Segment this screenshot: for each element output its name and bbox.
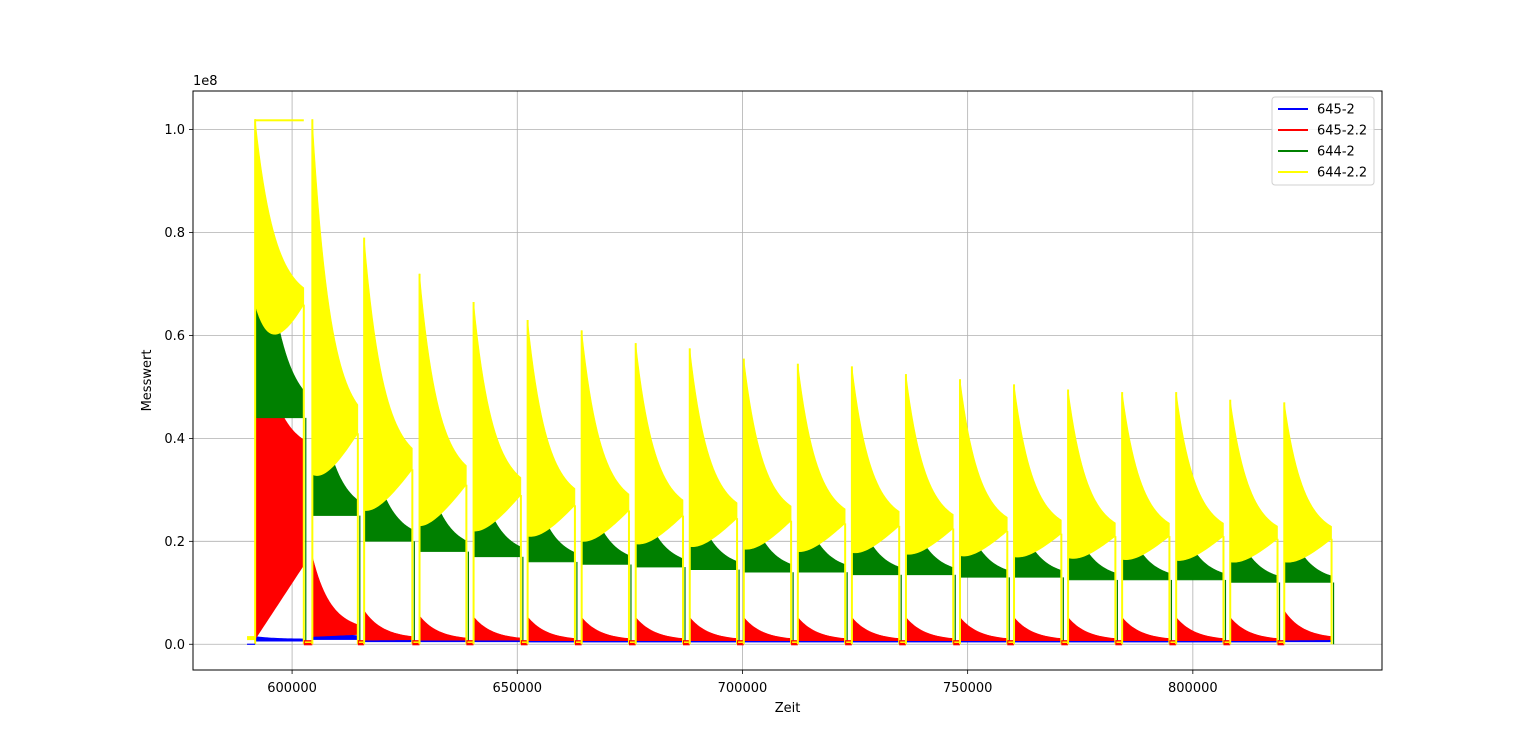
legend-label: 644-2.2 (1317, 166, 1367, 181)
legend: 645-2 645-2.2 644-2 644-2.2 (1271, 96, 1375, 186)
y-tick-label: 0.4 (164, 432, 185, 447)
y-tick-label: 0.0 (164, 638, 185, 653)
y-offset-label: 1e8 (193, 74, 218, 89)
legend-label: 644-2 (1317, 145, 1355, 160)
legend-box (1271, 96, 1375, 186)
axis-ticks: 600000 650000 700000 750000 800000 0.0 0.2 0.4 0… (164, 123, 1217, 696)
x-tick-label: 650000 (492, 681, 542, 696)
y-tick-label: 0.6 (164, 329, 185, 344)
legend-label: 645-2 (1317, 103, 1355, 118)
x-axis-label: Zeit (775, 701, 801, 716)
x-tick-label: 700000 (718, 681, 768, 696)
y-tick-label: 1.0 (164, 123, 185, 138)
plot-area (247, 119, 1335, 646)
y-tick-label: 0.8 (164, 226, 185, 241)
y-axis-label: Messwert (140, 350, 155, 412)
x-tick-label: 800000 (1168, 681, 1218, 696)
y-tick-label: 0.2 (164, 535, 185, 550)
x-tick-label: 600000 (267, 681, 317, 696)
x-tick-label: 750000 (943, 681, 993, 696)
series-644-2.2-plateau (255, 119, 304, 122)
plot-frame (192, 90, 1383, 671)
legend-label: 645-2.2 (1317, 124, 1367, 139)
